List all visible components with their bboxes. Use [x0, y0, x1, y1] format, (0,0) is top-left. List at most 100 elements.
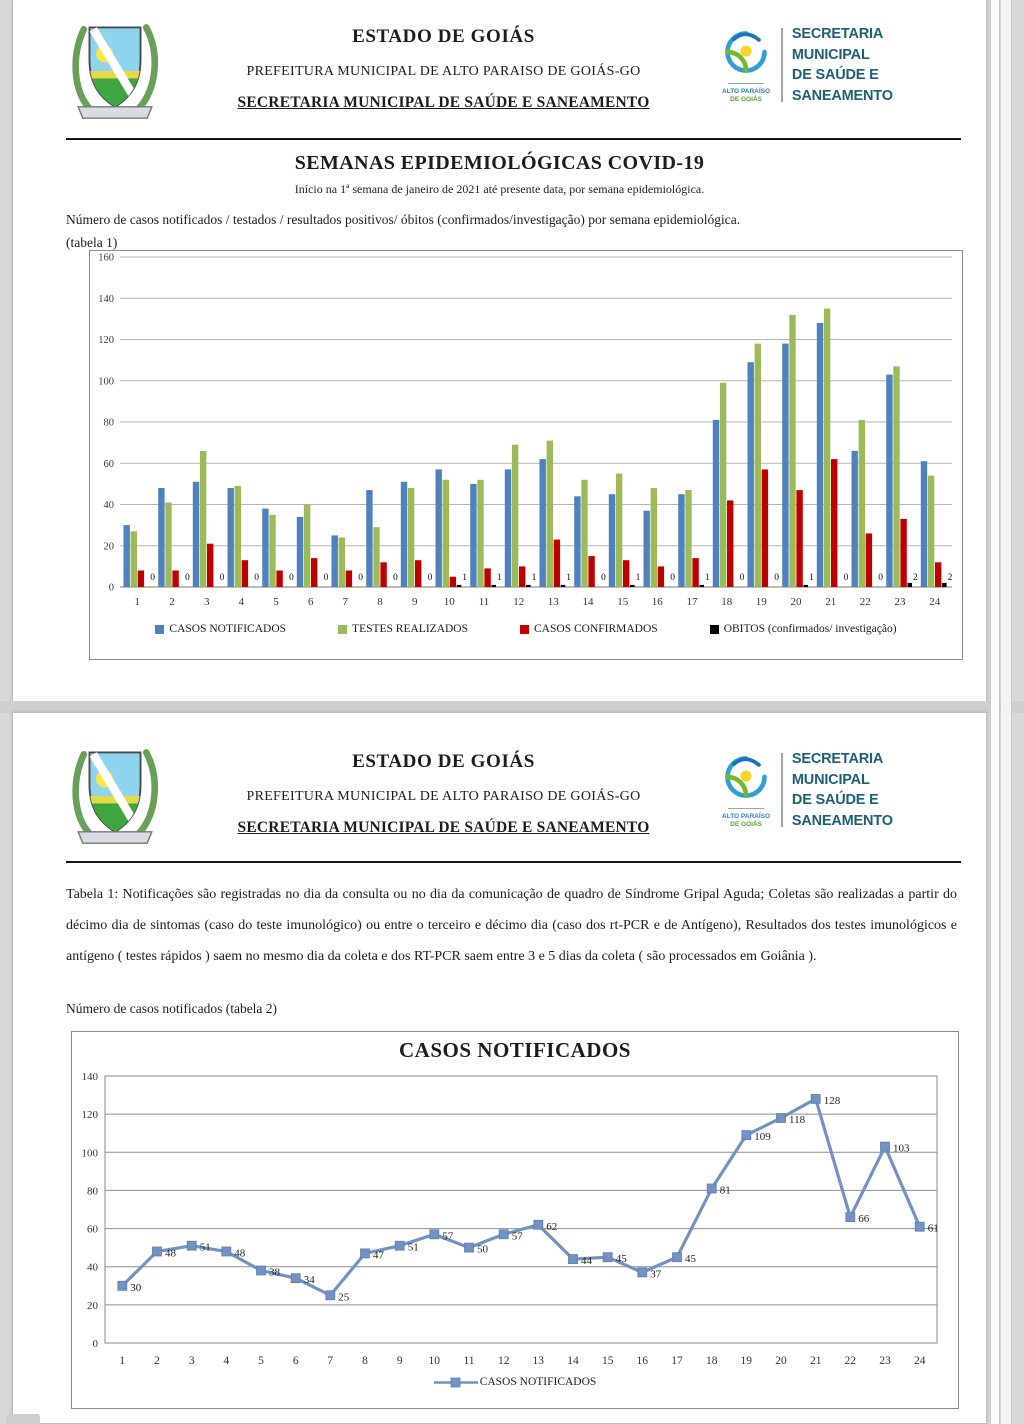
health-dept-name: SECRETARIA MUNICIPAL DE SAÚDE E SANEAMEN…: [791, 751, 893, 829]
svg-text:10: 10: [444, 596, 456, 608]
municipal-crest-logo: [63, 16, 167, 127]
svg-text:0: 0: [844, 573, 849, 583]
svg-text:118: 118: [789, 1114, 806, 1126]
bars-week-2: 02: [158, 488, 190, 608]
health-dept-emblem: ALTO PARAÍSO DE GOIÁS: [720, 27, 772, 104]
data-point-marker: [533, 1219, 544, 1230]
data-point-marker: [602, 1252, 613, 1263]
legend-label: CASOS CONFIRMADOS: [534, 623, 658, 635]
svg-text:60: 60: [87, 1224, 99, 1236]
corner-tab: [6, 1414, 40, 1424]
svg-text:0: 0: [393, 573, 398, 583]
bars-week-23: 2 23: [886, 366, 918, 608]
svg-text:0: 0: [93, 1338, 99, 1350]
svg-text:80: 80: [87, 1185, 99, 1197]
svg-text:0: 0: [740, 573, 745, 583]
header-state: ESTADO DE GOIÁS: [352, 751, 535, 772]
svg-text:21: 21: [825, 596, 836, 608]
data-point-marker: [845, 1212, 856, 1223]
data-point-marker: [394, 1240, 405, 1251]
svg-text:3: 3: [189, 1355, 195, 1367]
svg-text:30: 30: [130, 1282, 142, 1294]
municipal-crest-logo: [63, 741, 167, 852]
data-point-marker: [117, 1280, 128, 1291]
svg-text:2: 2: [169, 596, 175, 608]
bars-week-10: 1 10: [435, 469, 467, 608]
bars-week-22: 0 22: [851, 419, 883, 608]
data-point-marker: [672, 1252, 682, 1263]
line-chart-svg: 0204060801001201403014825134843853462574…: [82, 1071, 939, 1367]
svg-text:14: 14: [583, 596, 595, 608]
bars-week-15: 1 15: [608, 473, 641, 608]
svg-text:128: 128: [824, 1095, 841, 1107]
health-dept-logo: ALTO PARAÍSO DE GOIÁS SECRETARIA MUNICIP…: [720, 741, 952, 831]
health-dept-emblem: ALTO PARAÍSO DE GOIÁS: [720, 752, 772, 829]
tabela1-note: Tabela 1: Notificações são registradas n…: [66, 887, 957, 964]
logo-divider: [781, 28, 783, 103]
line-chart: CASOS NOTIFICADOS 0 20 40 60 80 100 120 140 30 1 4…: [71, 1031, 959, 1409]
swirl-emblem-icon: [725, 756, 767, 798]
header-rule: [66, 138, 961, 140]
svg-text:19: 19: [756, 596, 768, 608]
svg-text:4: 4: [223, 1355, 229, 1367]
svg-text:1: 1: [135, 596, 141, 608]
svg-text:50: 50: [477, 1244, 489, 1256]
svg-text:0: 0: [185, 573, 190, 583]
svg-text:45: 45: [685, 1253, 697, 1265]
svg-text:0: 0: [428, 573, 433, 583]
header-municipality: PREFEITURA MUNICIPAL DE ALTO PARAISO DE …: [246, 789, 641, 804]
bars-week-7: 07: [331, 535, 363, 608]
health-dept-name: SECRETARIA MUNICIPAL DE SAÚDE E SANEAMEN…: [791, 26, 893, 104]
data-point-marker: [464, 1242, 474, 1253]
svg-text:0: 0: [670, 573, 675, 583]
header-department: SECRETARIA MUNICIPAL DE SAÚDE E SANEAMEN…: [237, 94, 650, 111]
page-2: ESTADO DE GOIÁS PREFEITURA MUNICIPAL DE …: [12, 712, 987, 1424]
svg-text:7: 7: [343, 596, 349, 608]
page-1: ESTADO DE GOIÁS PREFEITURA MUNICIPAL DE …: [12, 0, 987, 702]
svg-text:17: 17: [687, 596, 699, 608]
emblem-caption: ALTO PARAÍSO DE GOIÁS: [722, 87, 771, 103]
svg-text:5: 5: [258, 1355, 264, 1367]
bars-week-20: 1 20: [782, 314, 814, 608]
svg-text:16: 16: [637, 1355, 649, 1367]
legend-item: CASOS CONFIRMADOS: [520, 623, 658, 635]
legend-item: CASOS NOTIFICADOS: [433, 1376, 596, 1388]
svg-text:24: 24: [914, 1355, 926, 1367]
svg-text:0: 0: [289, 573, 294, 583]
bars-week-13: 1 13: [539, 440, 571, 608]
swirl-emblem-icon: [725, 31, 767, 73]
emblem-caption: ALTO PARAÍSO DE GOIÁS: [722, 812, 771, 828]
legend-item: TESTES REALIZADOS: [338, 623, 468, 635]
svg-text:18: 18: [721, 596, 733, 608]
bar-chart-legend: CASOS NOTIFICADOS TESTES REALIZADOS CASOS …: [90, 623, 962, 635]
svg-text:19: 19: [741, 1355, 753, 1367]
svg-text:140: 140: [98, 294, 114, 305]
svg-text:0: 0: [878, 573, 883, 583]
svg-text:23: 23: [895, 596, 907, 608]
bars-week-3: 03: [192, 450, 225, 608]
svg-text:120: 120: [82, 1109, 99, 1121]
svg-text:3: 3: [204, 596, 210, 608]
legend-swatch-icon: [520, 624, 530, 634]
svg-text:22: 22: [860, 596, 871, 608]
svg-text:62: 62: [546, 1221, 557, 1233]
emblem-tagline-rule: [728, 82, 765, 87]
data-point-marker: [221, 1246, 232, 1257]
data-point-marker: [637, 1267, 648, 1278]
bars-week-9: 09: [400, 481, 433, 608]
svg-text:22: 22: [845, 1355, 857, 1367]
crest-icon: [72, 24, 159, 119]
svg-text:0: 0: [254, 573, 259, 583]
svg-text:12: 12: [498, 1355, 510, 1367]
svg-text:8: 8: [362, 1355, 368, 1367]
svg-text:0: 0: [358, 573, 363, 583]
svg-text:6: 6: [308, 596, 314, 608]
tabela2-caption: Número de casos notificados (tabela 2): [66, 1001, 278, 1016]
svg-text:40: 40: [104, 500, 115, 511]
data-point-marker: [498, 1229, 509, 1240]
svg-text:48: 48: [165, 1248, 177, 1260]
svg-text:66: 66: [858, 1213, 870, 1225]
header-text-block: ESTADO DE GOIÁS PREFEITURA MUNICIPAL DE …: [167, 741, 720, 837]
svg-text:17: 17: [671, 1355, 683, 1367]
data-point-marker: [880, 1141, 890, 1152]
